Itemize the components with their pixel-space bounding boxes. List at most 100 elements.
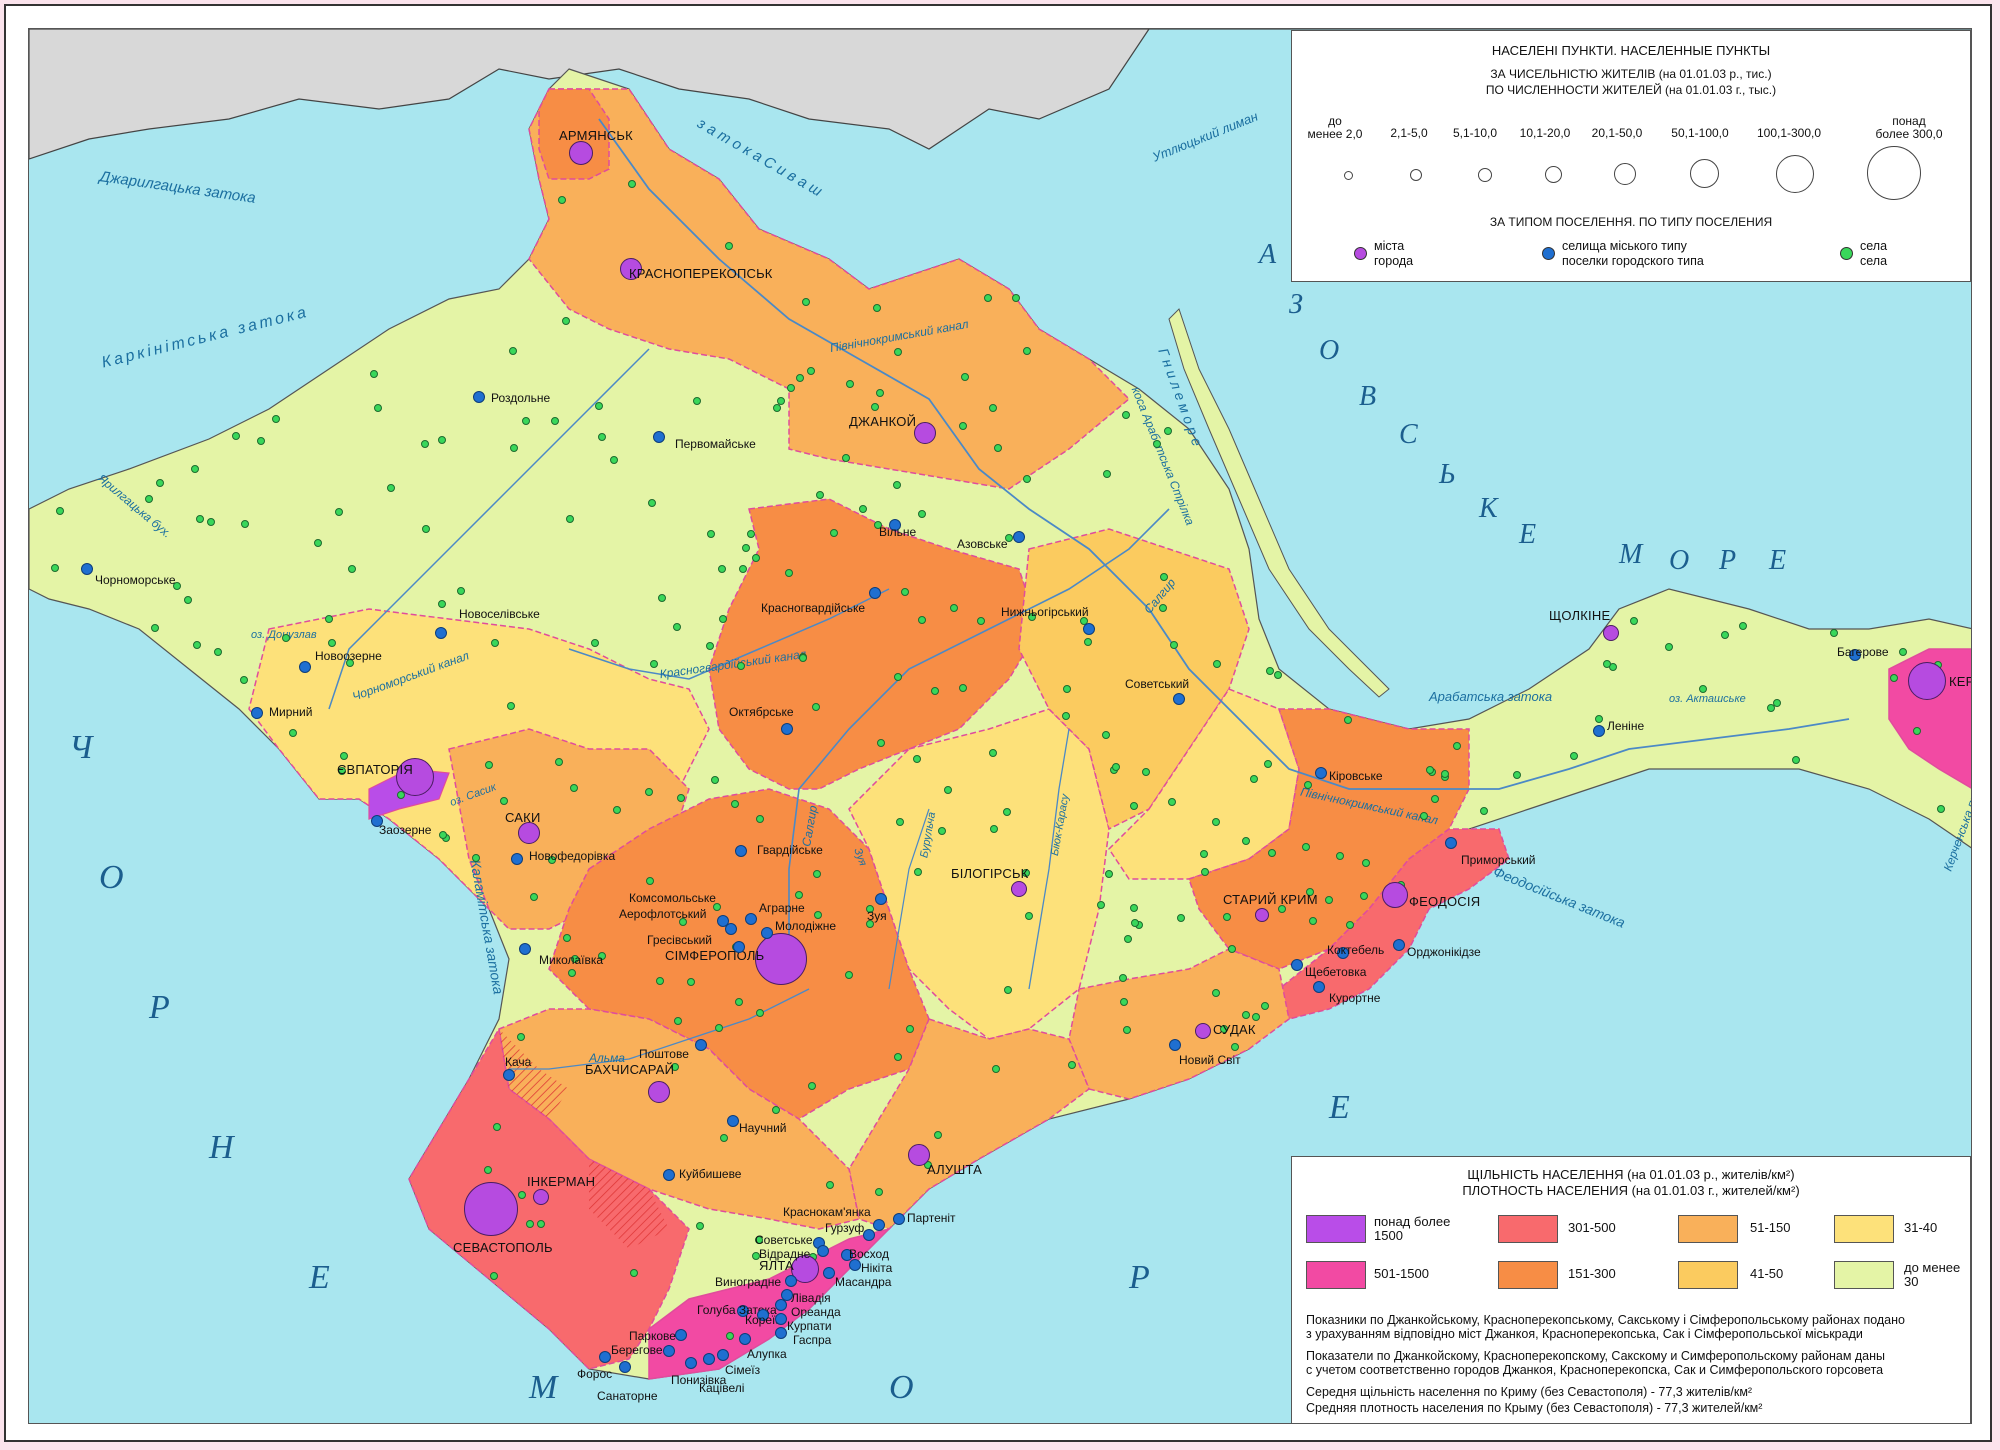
village-marker-50 [1101, 731, 1110, 740]
village-marker-2 [1430, 794, 1439, 803]
town-marker-2[interactable] [653, 431, 665, 443]
town-marker-34[interactable] [823, 1267, 835, 1279]
town-marker-20[interactable] [733, 941, 745, 953]
village-marker-91 [526, 1220, 535, 1229]
city-marker-6[interactable] [755, 933, 807, 985]
town-marker-42[interactable] [739, 1333, 751, 1345]
town-marker-57[interactable] [1849, 649, 1861, 661]
town-marker-52[interactable] [1337, 947, 1349, 959]
town-marker-7[interactable] [371, 815, 383, 827]
city-marker-10[interactable] [1195, 1023, 1211, 1039]
village-marker-23 [1830, 629, 1839, 637]
town-marker-39[interactable] [757, 1309, 769, 1321]
town-marker-25[interactable] [727, 1115, 739, 1127]
town-marker-27[interactable] [893, 1213, 905, 1225]
size-class-1-label: до менее 2,0 [1307, 114, 1363, 141]
town-marker-28[interactable] [873, 1219, 885, 1231]
town-marker-55[interactable] [1313, 981, 1325, 993]
town-marker-17[interactable] [725, 923, 737, 935]
town-marker-31[interactable] [817, 1245, 829, 1257]
city-marker-2[interactable] [620, 258, 642, 280]
city-marker-3[interactable] [914, 422, 936, 444]
village-marker-253 [1772, 699, 1781, 708]
town-marker-43[interactable] [675, 1329, 687, 1341]
town-marker-9[interactable] [889, 519, 901, 531]
town-marker-3[interactable] [81, 563, 93, 575]
town-marker-21[interactable] [875, 893, 887, 905]
city-marker-13[interactable] [533, 1189, 549, 1205]
town-marker-56[interactable] [1169, 1039, 1181, 1051]
town-marker-37[interactable] [775, 1299, 787, 1311]
city-marker-4[interactable] [396, 758, 434, 796]
town-marker-26[interactable] [663, 1169, 675, 1181]
village-marker-74 [1791, 756, 1800, 765]
town-marker-54[interactable] [1291, 959, 1303, 971]
village-marker [1840, 247, 1853, 260]
city-marker-8[interactable] [1255, 908, 1269, 922]
city-marker-1[interactable] [569, 141, 593, 165]
town-marker-12[interactable] [1083, 623, 1095, 635]
town-marker-35[interactable] [785, 1275, 797, 1287]
district-kirovske [1188, 708, 1470, 970]
town-marker-33[interactable] [849, 1259, 861, 1271]
village-marker-162 [799, 654, 808, 663]
town-marker-38[interactable] [737, 1305, 749, 1317]
town-marker-1[interactable] [473, 391, 485, 403]
town-marker-47[interactable] [685, 1357, 697, 1369]
town-marker-46[interactable] [599, 1351, 611, 1363]
village-marker-230 [845, 970, 854, 979]
town-marker-6[interactable] [251, 707, 263, 719]
town-marker-48[interactable] [703, 1353, 715, 1365]
city-marker-9[interactable] [1382, 882, 1408, 908]
village-marker-127 [1002, 808, 1011, 817]
town-marker-58[interactable] [1593, 725, 1605, 737]
town-marker-4[interactable] [435, 627, 447, 639]
density-note-avg-ua: Середня щільність населення по Криму (бе… [1306, 1385, 1753, 1399]
town-marker-10[interactable] [1013, 531, 1025, 543]
village-marker-55 [706, 641, 715, 650]
village-marker-242 [842, 454, 851, 463]
city-marker-5[interactable] [518, 822, 540, 844]
city-marker-11[interactable] [648, 1081, 670, 1103]
town-marker-24[interactable] [503, 1069, 515, 1081]
town-marker-14[interactable] [1173, 693, 1185, 705]
village-marker-9 [752, 554, 761, 563]
town-marker-32[interactable] [841, 1249, 853, 1261]
town-marker-41[interactable] [775, 1327, 787, 1339]
town-marker-40[interactable] [775, 1313, 787, 1325]
city-marker-14[interactable] [464, 1182, 518, 1236]
city-marker-7[interactable] [1011, 881, 1027, 897]
city-marker-15[interactable] [791, 1255, 819, 1283]
city-label-3: ДЖАНКОЙ [849, 414, 917, 429]
town-marker-5[interactable] [299, 661, 311, 673]
town-marker-53[interactable] [1393, 939, 1405, 951]
town-marker-23[interactable] [695, 1039, 707, 1051]
village-marker-41 [1303, 781, 1312, 790]
town-marker-29[interactable] [863, 1229, 875, 1241]
town-marker-19[interactable] [761, 927, 773, 939]
village-marker-125 [184, 595, 193, 604]
town-marker-49[interactable] [619, 1361, 631, 1373]
town-marker-44[interactable] [663, 1345, 675, 1357]
town-marker-13[interactable] [781, 723, 793, 735]
azov-sea-letter-2: З [1289, 289, 1303, 320]
village-marker-12 [156, 478, 165, 487]
town-label-52: Коктебель [1327, 943, 1385, 957]
town-marker-22[interactable] [519, 943, 531, 955]
city-marker-17[interactable] [1908, 662, 1946, 700]
town-marker-18[interactable] [745, 913, 757, 925]
city-marker-12[interactable] [908, 1144, 930, 1166]
town-marker-15[interactable] [735, 845, 747, 857]
town-label-38: Голуба Затока [697, 1303, 777, 1317]
city-marker-16[interactable] [1603, 625, 1619, 641]
town-marker-11[interactable] [869, 587, 881, 599]
density-swatch-1500 [1306, 1215, 1366, 1243]
town-marker-45[interactable] [717, 1349, 729, 1361]
town-marker-8[interactable] [511, 853, 523, 865]
town-marker-50[interactable] [1315, 767, 1327, 779]
town-marker-51[interactable] [1445, 837, 1457, 849]
town-label-3: Чорноморське [95, 573, 176, 587]
village-marker-188 [1263, 759, 1272, 768]
density-note-ru-2: с учетом соответственно городов Джанкоя,… [1306, 1363, 1884, 1377]
town-marker-36[interactable] [781, 1289, 793, 1301]
